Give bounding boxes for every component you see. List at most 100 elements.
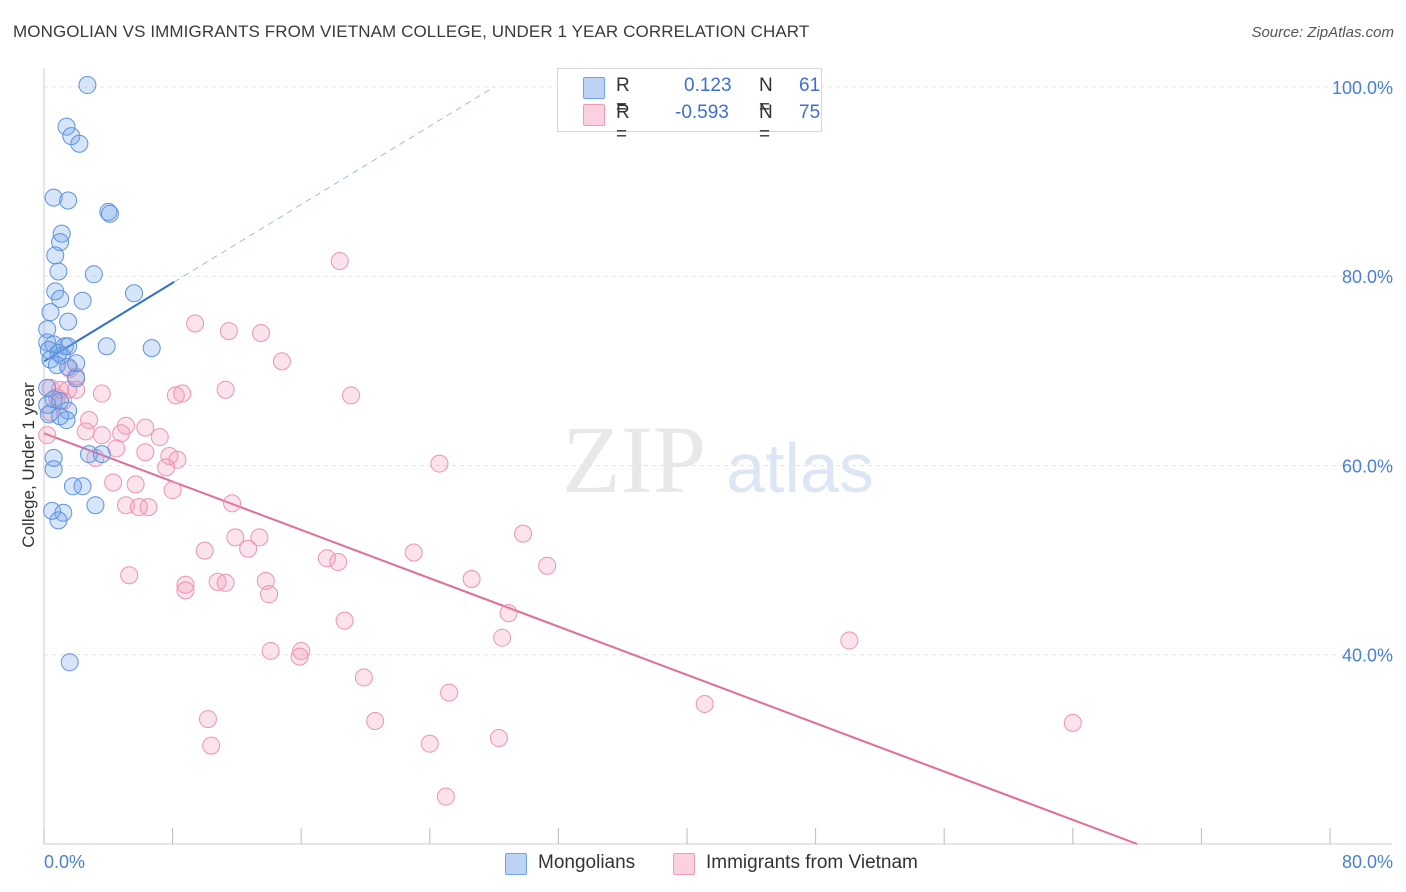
point-mongolians — [67, 369, 86, 388]
point-mongolians — [92, 445, 111, 464]
point-mongolians — [70, 134, 89, 153]
legend-r-value: -0.593 — [675, 102, 729, 123]
y-tick-label: 80.0% — [1342, 267, 1393, 287]
point-vietnam — [290, 647, 309, 666]
legend-r-value: 0.123 — [684, 75, 732, 96]
point-mongolians — [43, 501, 62, 520]
point-mongolians — [38, 395, 57, 414]
point-vietnam — [129, 498, 148, 517]
axes — [43, 68, 1392, 845]
point-mongolians — [97, 337, 116, 356]
point-vietnam — [195, 541, 214, 560]
point-vietnam — [404, 543, 423, 562]
point-vietnam — [366, 711, 385, 730]
point-vietnam — [499, 604, 518, 623]
point-vietnam — [329, 552, 348, 571]
point-vietnam — [436, 787, 455, 806]
legend-swatch-blue — [583, 77, 605, 99]
point-vietnam — [104, 473, 123, 492]
legend-n-label: N = — [759, 75, 773, 118]
point-mongolians — [125, 284, 144, 303]
point-mongolians — [51, 289, 70, 308]
point-vietnam — [163, 481, 182, 500]
point-mongolians — [38, 320, 57, 339]
trend-line-mongolians-extension — [173, 86, 495, 283]
point-vietnam — [342, 386, 361, 405]
trend-line-vietnam — [43, 432, 1138, 845]
grid-lines — [44, 86, 1392, 656]
point-vietnam — [354, 668, 373, 687]
point-vietnam — [1063, 713, 1082, 732]
point-vietnam — [136, 418, 155, 437]
point-mongolians — [100, 204, 119, 223]
point-vietnam — [493, 628, 512, 647]
point-mongolians — [44, 460, 63, 479]
point-vietnam — [489, 729, 508, 748]
x-tick-label-min: 0.0% — [44, 852, 86, 872]
point-vietnam — [252, 323, 271, 342]
legend-label-mongolians: Mongolians — [538, 852, 636, 873]
point-vietnam — [136, 443, 155, 462]
y-tick-label: 100.0% — [1332, 78, 1393, 98]
point-mongolians — [63, 477, 82, 496]
point-mongolians — [44, 188, 63, 207]
stats-legend: R = 0.123 N = 61 R = -0.593 N = 75 — [557, 68, 822, 145]
point-vietnam — [239, 539, 258, 558]
legend-n-value: 75 — [799, 102, 821, 123]
point-vietnam — [256, 571, 275, 590]
legend-swatch-pink — [673, 853, 695, 875]
point-mongolians — [41, 303, 60, 322]
y-tick-labels: 100.0% 80.0% 60.0% 40.0% — [1332, 78, 1393, 666]
point-vietnam — [173, 384, 192, 403]
point-mongolians — [59, 312, 78, 331]
legend-swatch-blue — [505, 853, 527, 875]
legend-n-value: 61 — [799, 75, 821, 96]
point-mongolians — [39, 405, 58, 424]
point-vietnam — [92, 384, 111, 403]
chart-title: MONGOLIAN VS IMMIGRANTS FROM VIETNAM COL… — [13, 22, 810, 41]
series-mongolians-points — [38, 76, 161, 672]
point-vietnam — [430, 454, 449, 473]
point-vietnam — [216, 380, 235, 399]
point-vietnam — [166, 386, 185, 405]
point-mongolians — [73, 291, 92, 310]
point-vietnam — [120, 566, 139, 585]
point-mongolians — [51, 233, 70, 252]
point-vietnam — [420, 734, 439, 753]
legend-label-vietnam: Immigrants from Vietnam — [706, 852, 918, 873]
y-axis-label: College, Under 1 year — [19, 382, 38, 548]
point-vietnam — [226, 528, 245, 547]
legend-r-label: R = — [616, 102, 630, 145]
point-vietnam — [335, 611, 354, 630]
point-vietnam — [261, 641, 280, 660]
point-vietnam — [176, 575, 195, 594]
x-tick-label-max: 80.0% — [1341, 852, 1393, 872]
point-vietnam — [76, 422, 95, 441]
point-vietnam — [260, 585, 279, 604]
point-vietnam — [695, 694, 714, 713]
point-vietnam — [198, 710, 217, 729]
point-vietnam — [514, 524, 533, 543]
y-tick-label: 60.0% — [1342, 456, 1393, 476]
point-mongolians — [57, 411, 76, 430]
point-mongolians — [84, 265, 103, 284]
point-vietnam — [216, 573, 235, 592]
point-mongolians — [60, 653, 79, 672]
legend-swatch-pink — [583, 104, 605, 126]
point-vietnam — [840, 631, 859, 650]
source-label: Source: ZipAtlas.com — [1251, 24, 1394, 41]
point-vietnam — [157, 458, 176, 477]
point-vietnam — [223, 494, 242, 513]
legend-r-label: R = — [616, 75, 630, 118]
point-mongolians — [52, 346, 71, 365]
point-mongolians — [49, 511, 68, 530]
point-vietnam — [139, 498, 158, 517]
point-mongolians — [59, 337, 78, 356]
point-mongolians — [86, 496, 105, 515]
point-vietnam — [330, 252, 349, 271]
point-vietnam — [202, 736, 221, 755]
point-mongolians — [57, 117, 76, 136]
y-tick-label: 40.0% — [1342, 646, 1393, 666]
point-vietnam — [538, 556, 557, 575]
